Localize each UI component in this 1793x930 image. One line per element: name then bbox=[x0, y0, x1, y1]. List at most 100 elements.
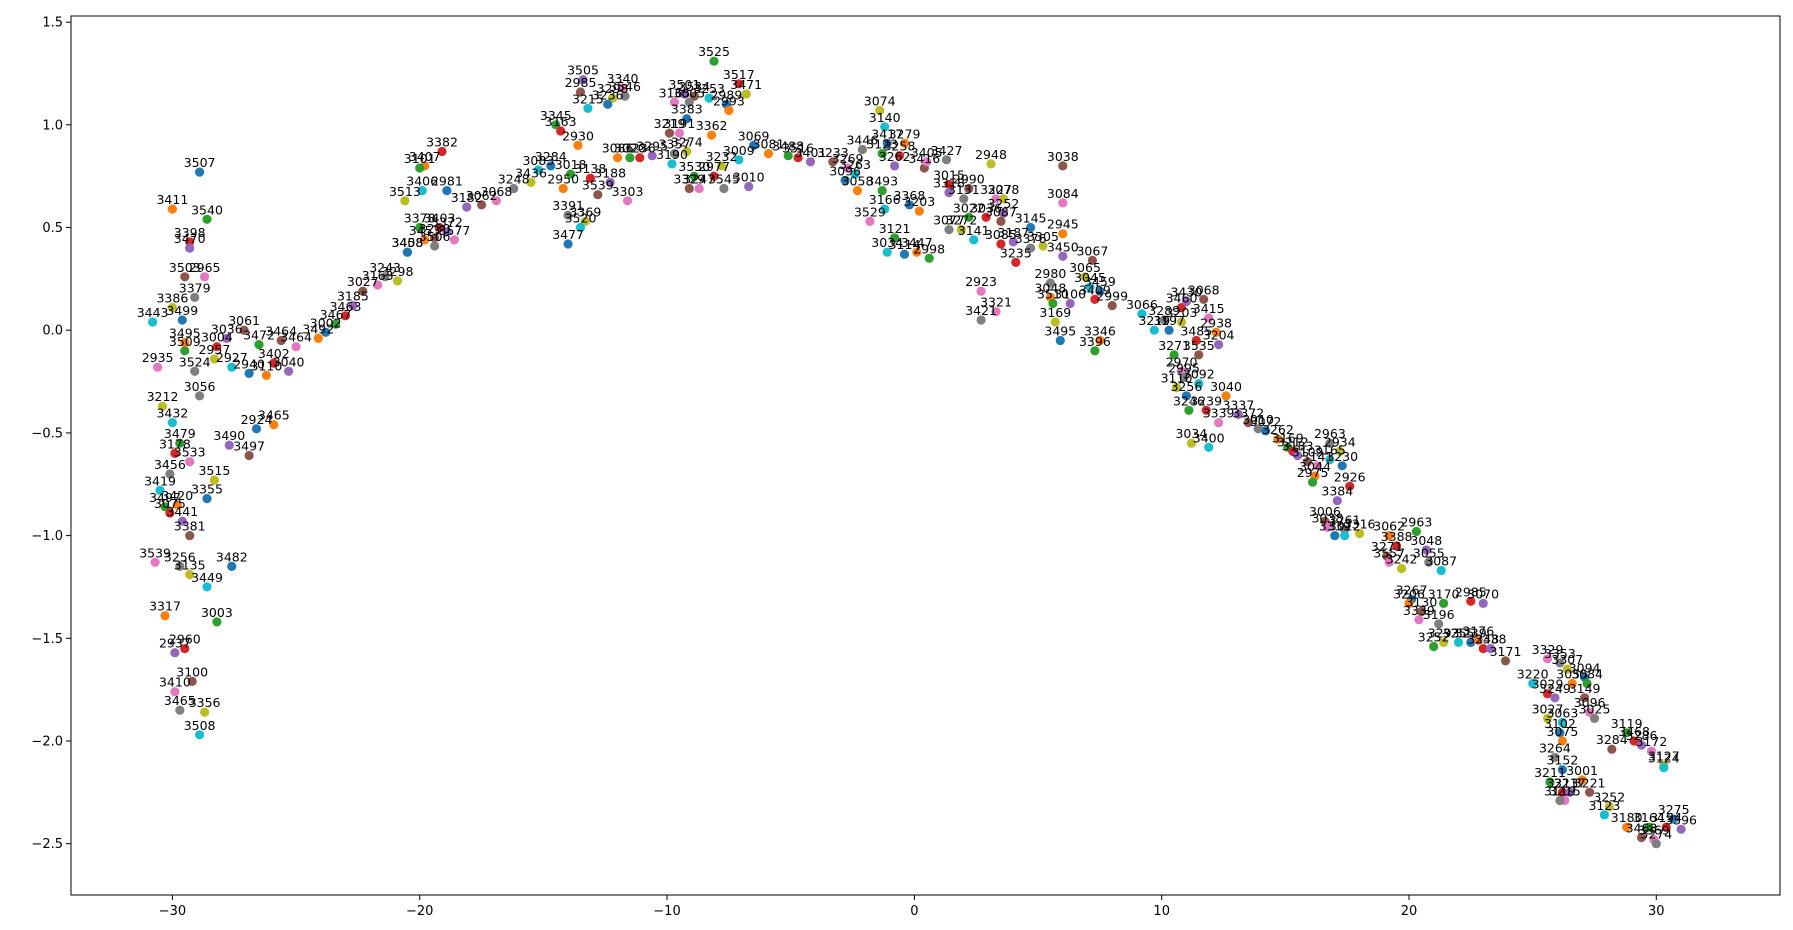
data-point-label: 3191 bbox=[663, 116, 695, 131]
data-point-label: 3355 bbox=[191, 482, 223, 497]
data-point bbox=[1629, 736, 1639, 746]
x-tick-label: −20 bbox=[406, 904, 433, 919]
data-point bbox=[613, 153, 623, 163]
data-point bbox=[1453, 637, 1464, 648]
data-point-label: 3357 bbox=[659, 137, 691, 152]
data-point bbox=[417, 186, 427, 196]
data-point bbox=[1604, 802, 1614, 812]
data-point bbox=[269, 358, 279, 368]
data-point-label: 3074 bbox=[864, 94, 896, 109]
data-point bbox=[526, 177, 536, 187]
data-point-label: 3036 bbox=[211, 321, 243, 336]
data-point bbox=[1058, 229, 1068, 239]
data-point-label: 2923 bbox=[965, 274, 997, 289]
data-point-label: 3284 bbox=[535, 149, 567, 164]
data-point-label: 3447 bbox=[901, 235, 933, 250]
data-point-label: 3391 bbox=[552, 198, 584, 213]
data-point bbox=[175, 705, 185, 715]
data-point bbox=[1159, 315, 1169, 325]
data-point bbox=[922, 157, 932, 167]
data-point bbox=[716, 161, 727, 171]
data-point-label: 3252 bbox=[1593, 790, 1625, 805]
data-point-label: 3092 bbox=[1183, 367, 1215, 382]
data-point bbox=[719, 183, 729, 194]
data-point bbox=[865, 216, 875, 226]
data-point-label: 3264 bbox=[1539, 740, 1571, 755]
data-point bbox=[284, 366, 294, 376]
data-point-label: 3239 bbox=[1455, 625, 1487, 640]
data-point-label: 3495 bbox=[1044, 324, 1076, 339]
data-point bbox=[1335, 446, 1345, 456]
data-point-label: 3406 bbox=[406, 174, 438, 189]
data-point-label: 3298 bbox=[382, 264, 414, 279]
data-point bbox=[1176, 317, 1187, 327]
data-point-label: 3400 bbox=[1193, 430, 1225, 445]
data-point-label: 2998 bbox=[913, 241, 945, 256]
data-point-label: 3087 bbox=[985, 204, 1017, 219]
data-point bbox=[1233, 409, 1243, 419]
data-point-label: 2995 bbox=[1168, 361, 1200, 376]
data-point-label: 3256 bbox=[164, 549, 196, 564]
data-point bbox=[180, 337, 190, 348]
data-point-label: 3520 bbox=[565, 211, 597, 226]
data-point-label: 3233 bbox=[817, 145, 849, 160]
data-point bbox=[956, 225, 967, 235]
data-point-label: 3253 bbox=[693, 81, 725, 96]
data-point bbox=[321, 327, 331, 337]
data-point-label: 3242 bbox=[1386, 552, 1418, 567]
data-point bbox=[165, 508, 175, 518]
data-point bbox=[944, 188, 954, 198]
data-point-label: 3140 bbox=[869, 110, 901, 125]
data-point bbox=[1676, 824, 1686, 834]
data-point bbox=[585, 173, 596, 183]
data-point-label: 3499 bbox=[166, 303, 198, 318]
data-point bbox=[1243, 418, 1253, 428]
data-point bbox=[415, 163, 425, 173]
data-point bbox=[828, 157, 838, 167]
data-point bbox=[1562, 664, 1572, 674]
data-point bbox=[1622, 728, 1632, 738]
data-point bbox=[899, 249, 910, 259]
data-point bbox=[1008, 237, 1018, 247]
data-point bbox=[1325, 438, 1335, 448]
data-point bbox=[209, 354, 219, 364]
data-point-label: 3449 bbox=[191, 570, 223, 585]
data-point bbox=[177, 315, 187, 325]
data-point bbox=[239, 325, 249, 335]
data-point-label: 3048 bbox=[1034, 280, 1066, 295]
data-point-label: 3443 bbox=[137, 305, 169, 320]
data-point bbox=[212, 342, 222, 352]
data-point-label: 3432 bbox=[156, 406, 188, 421]
data-point-label: 3430 bbox=[1170, 285, 1202, 300]
data-point-label: 3212 bbox=[1277, 434, 1309, 449]
data-point bbox=[1439, 637, 1449, 648]
data-point bbox=[682, 146, 692, 157]
data-point bbox=[1636, 740, 1647, 750]
data-point-label: 3215 bbox=[572, 91, 604, 106]
data-point-label: 3492 bbox=[302, 321, 334, 336]
data-point bbox=[981, 212, 991, 222]
data-point-label: 3248 bbox=[498, 172, 530, 187]
data-point bbox=[153, 362, 163, 372]
data-point-label: 3123 bbox=[1588, 798, 1620, 813]
data-point bbox=[793, 153, 803, 163]
data-point bbox=[160, 611, 170, 621]
data-point bbox=[1181, 391, 1191, 401]
data-point bbox=[1384, 531, 1394, 541]
data-point bbox=[195, 167, 205, 177]
data-point-label: 3339 bbox=[1203, 406, 1235, 421]
data-point-label: 3495 bbox=[169, 326, 201, 341]
x-tick-label: 0 bbox=[910, 904, 918, 919]
data-point-label: 3286 bbox=[1626, 728, 1658, 743]
data-point bbox=[1486, 644, 1496, 654]
data-point-label: 3055 bbox=[1556, 667, 1588, 682]
data-point-label: 3172 bbox=[1635, 734, 1667, 749]
data-point-label: 3100 bbox=[1054, 287, 1086, 302]
x-tick-label: 30 bbox=[1648, 904, 1665, 919]
data-point bbox=[944, 225, 954, 235]
data-point-label: 3124 bbox=[1648, 751, 1680, 766]
data-point-label: 3274 bbox=[671, 135, 703, 150]
data-point-label: 3145 bbox=[1015, 211, 1047, 226]
data-point-label: 2990 bbox=[953, 172, 985, 187]
